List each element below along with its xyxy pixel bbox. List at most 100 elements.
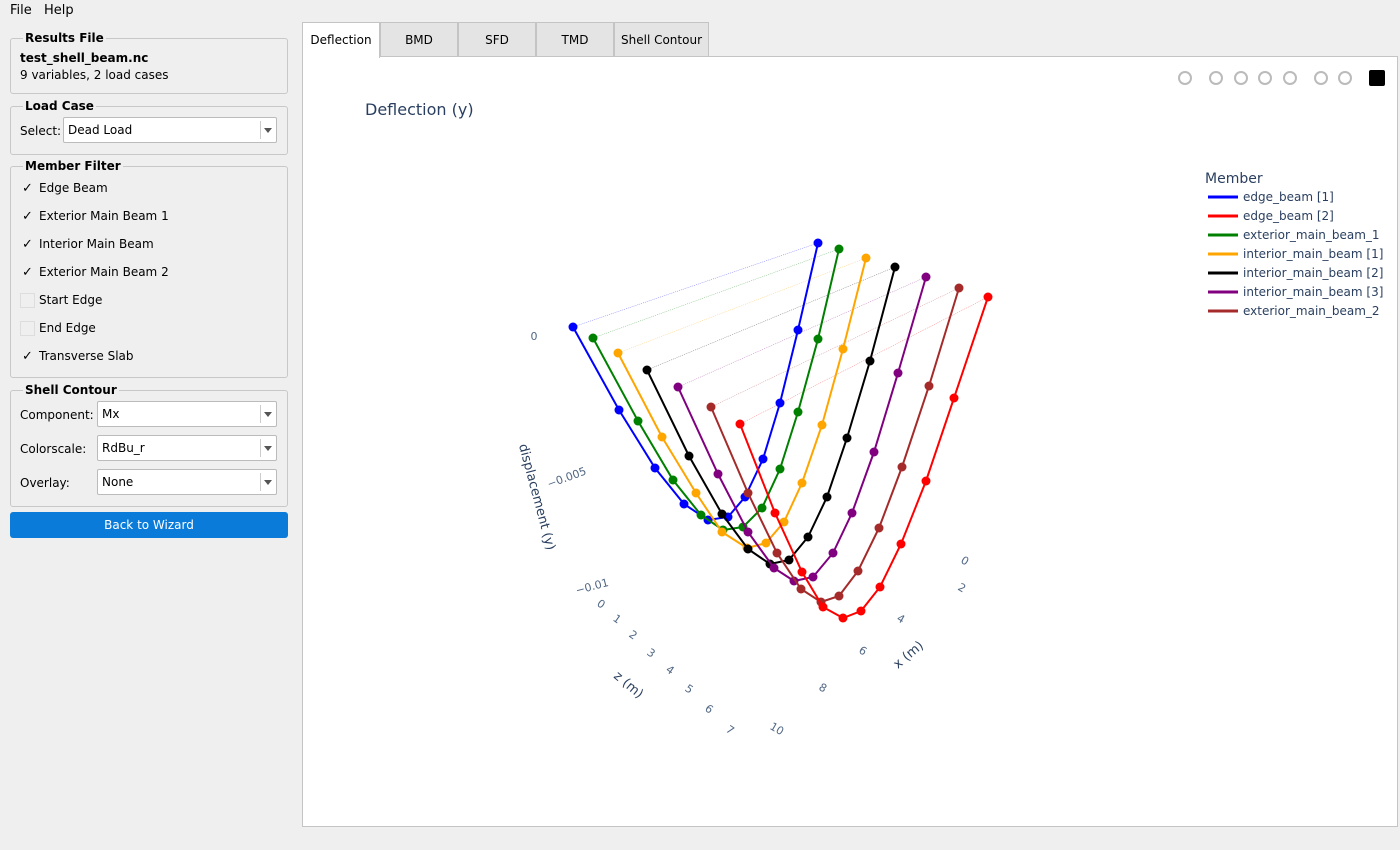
- trace-point: [808, 572, 818, 582]
- group-box: Shell Contour Component: Mx Colorscale: RdBu…: [10, 383, 288, 507]
- modebar-button[interactable]: [1178, 71, 1192, 85]
- trace-point: [784, 555, 794, 565]
- checkbox-label[interactable]: Transverse Slab: [39, 349, 134, 363]
- checkbox[interactable]: ✓: [22, 209, 33, 224]
- trace-point: [793, 325, 803, 335]
- trace-point: [924, 381, 934, 391]
- file-name: test_shell_beam.nc: [20, 51, 149, 65]
- modebar-button[interactable]: [1314, 71, 1328, 85]
- menu-item[interactable]: File: [10, 3, 32, 18]
- trace-point: [743, 488, 753, 498]
- modebar-button[interactable]: [1283, 71, 1297, 85]
- trace-point: [861, 253, 871, 263]
- checkbox[interactable]: [20, 321, 35, 336]
- trace-point: [614, 405, 624, 415]
- trace-point: [568, 322, 578, 332]
- field-label: Component:: [20, 408, 94, 422]
- trace-point: [803, 532, 813, 542]
- trace-point: [779, 517, 789, 527]
- tab[interactable]: Deflection: [302, 22, 380, 58]
- group-box: Member Filter ✓ Edge Beam ✓ Exterior Main Be…: [10, 159, 288, 378]
- trace-point: [735, 419, 745, 429]
- trace-point: [834, 244, 844, 254]
- modebar-logo[interactable]: [1369, 70, 1385, 86]
- legend-label[interactable]: edge_beam [1]: [1243, 190, 1334, 204]
- trace-point: [758, 454, 768, 464]
- checkbox-label[interactable]: Exterior Main Beam 1: [39, 209, 169, 223]
- checkbox[interactable]: [20, 293, 35, 308]
- z-tick-label: 7: [723, 723, 736, 738]
- legend-label[interactable]: interior_main_beam [1]: [1243, 247, 1383, 261]
- plot: Deflection (y) 0 −0.005 −0.01 displacement (…: [365, 70, 1385, 738]
- trace-point: [896, 539, 906, 549]
- z-tick-label: 3: [644, 646, 657, 661]
- combo-box[interactable]: None: [97, 469, 277, 495]
- modebar-button[interactable]: [1234, 71, 1248, 85]
- tab-pane: Deflection (y) 0 −0.005 −0.01 displacement (…: [302, 56, 1398, 827]
- y-tick-label: −0.005: [545, 465, 588, 491]
- legend-label[interactable]: exterior_main_beam_2: [1243, 304, 1380, 318]
- trace-point: [949, 393, 959, 403]
- trace-point: [633, 416, 643, 426]
- tab[interactable]: TMD: [536, 22, 614, 56]
- trace-point: [775, 398, 785, 408]
- projection-line: [592, 248, 840, 339]
- projection-line: [572, 242, 819, 328]
- trace-point: [706, 402, 716, 412]
- z-axis-title: z (m): [610, 669, 646, 702]
- checkbox[interactable]: ✓: [22, 237, 33, 252]
- checkbox[interactable]: ✓: [22, 349, 33, 364]
- tab[interactable]: BMD: [380, 22, 458, 56]
- combo-box[interactable]: RdBu_r: [97, 435, 277, 461]
- checkbox-label[interactable]: Interior Main Beam: [39, 237, 154, 251]
- trace-point: [828, 548, 838, 558]
- z-tick-label: 4: [663, 663, 676, 678]
- load-case-combo[interactable]: Dead Load: [63, 117, 277, 143]
- trace-point: [769, 563, 779, 573]
- menu-item[interactable]: Help: [44, 3, 74, 18]
- back-button[interactable]: Back to Wizard: [10, 512, 288, 538]
- trace-point: [954, 283, 964, 293]
- file-summary: 9 variables, 2 load cases: [20, 68, 169, 82]
- trace-point: [717, 527, 727, 537]
- modebar-button[interactable]: [1338, 71, 1352, 85]
- checkbox-label[interactable]: End Edge: [39, 321, 96, 335]
- legend-label[interactable]: exterior_main_beam_1: [1243, 228, 1380, 242]
- trace-point: [869, 447, 879, 457]
- trace-line: [646, 266, 896, 566]
- trace-line: [592, 248, 840, 532]
- trace-point: [696, 510, 706, 520]
- trace-point: [842, 433, 852, 443]
- tab[interactable]: SFD: [458, 22, 536, 56]
- trace-point: [775, 464, 785, 474]
- combo-box[interactable]: Mx: [97, 401, 277, 427]
- trace-point: [770, 508, 780, 518]
- trace-point: [897, 462, 907, 472]
- group-title: Load Case: [23, 99, 96, 113]
- checkbox-label[interactable]: Start Edge: [39, 293, 103, 307]
- trace-point: [834, 591, 844, 601]
- checkbox[interactable]: ✓: [22, 181, 33, 196]
- trace-point: [797, 478, 807, 488]
- legend-label[interactable]: interior_main_beam [2]: [1243, 266, 1383, 280]
- checkbox-label[interactable]: Edge Beam: [39, 181, 108, 195]
- trace-line: [677, 276, 927, 583]
- tab[interactable]: Shell Contour: [614, 22, 709, 56]
- trace-point: [657, 432, 667, 442]
- trace-point: [983, 292, 993, 302]
- modebar-button[interactable]: [1258, 71, 1272, 85]
- checkbox-label[interactable]: Exterior Main Beam 2: [39, 265, 169, 279]
- modebar-button[interactable]: [1209, 71, 1223, 85]
- group-box: Results File test_shell_beam.nc 9 variable…: [10, 31, 288, 94]
- group-title: Shell Contour: [23, 383, 119, 397]
- legend-label[interactable]: interior_main_beam [3]: [1243, 285, 1383, 299]
- legend-label[interactable]: edge_beam [2]: [1243, 209, 1334, 223]
- trace-point: [875, 582, 885, 592]
- z-tick-label: 6: [702, 702, 715, 717]
- trace-point: [679, 499, 689, 509]
- x-tick-label: 10: [767, 720, 786, 738]
- checkbox[interactable]: ✓: [22, 265, 33, 280]
- x-tick-label: 8: [816, 681, 829, 696]
